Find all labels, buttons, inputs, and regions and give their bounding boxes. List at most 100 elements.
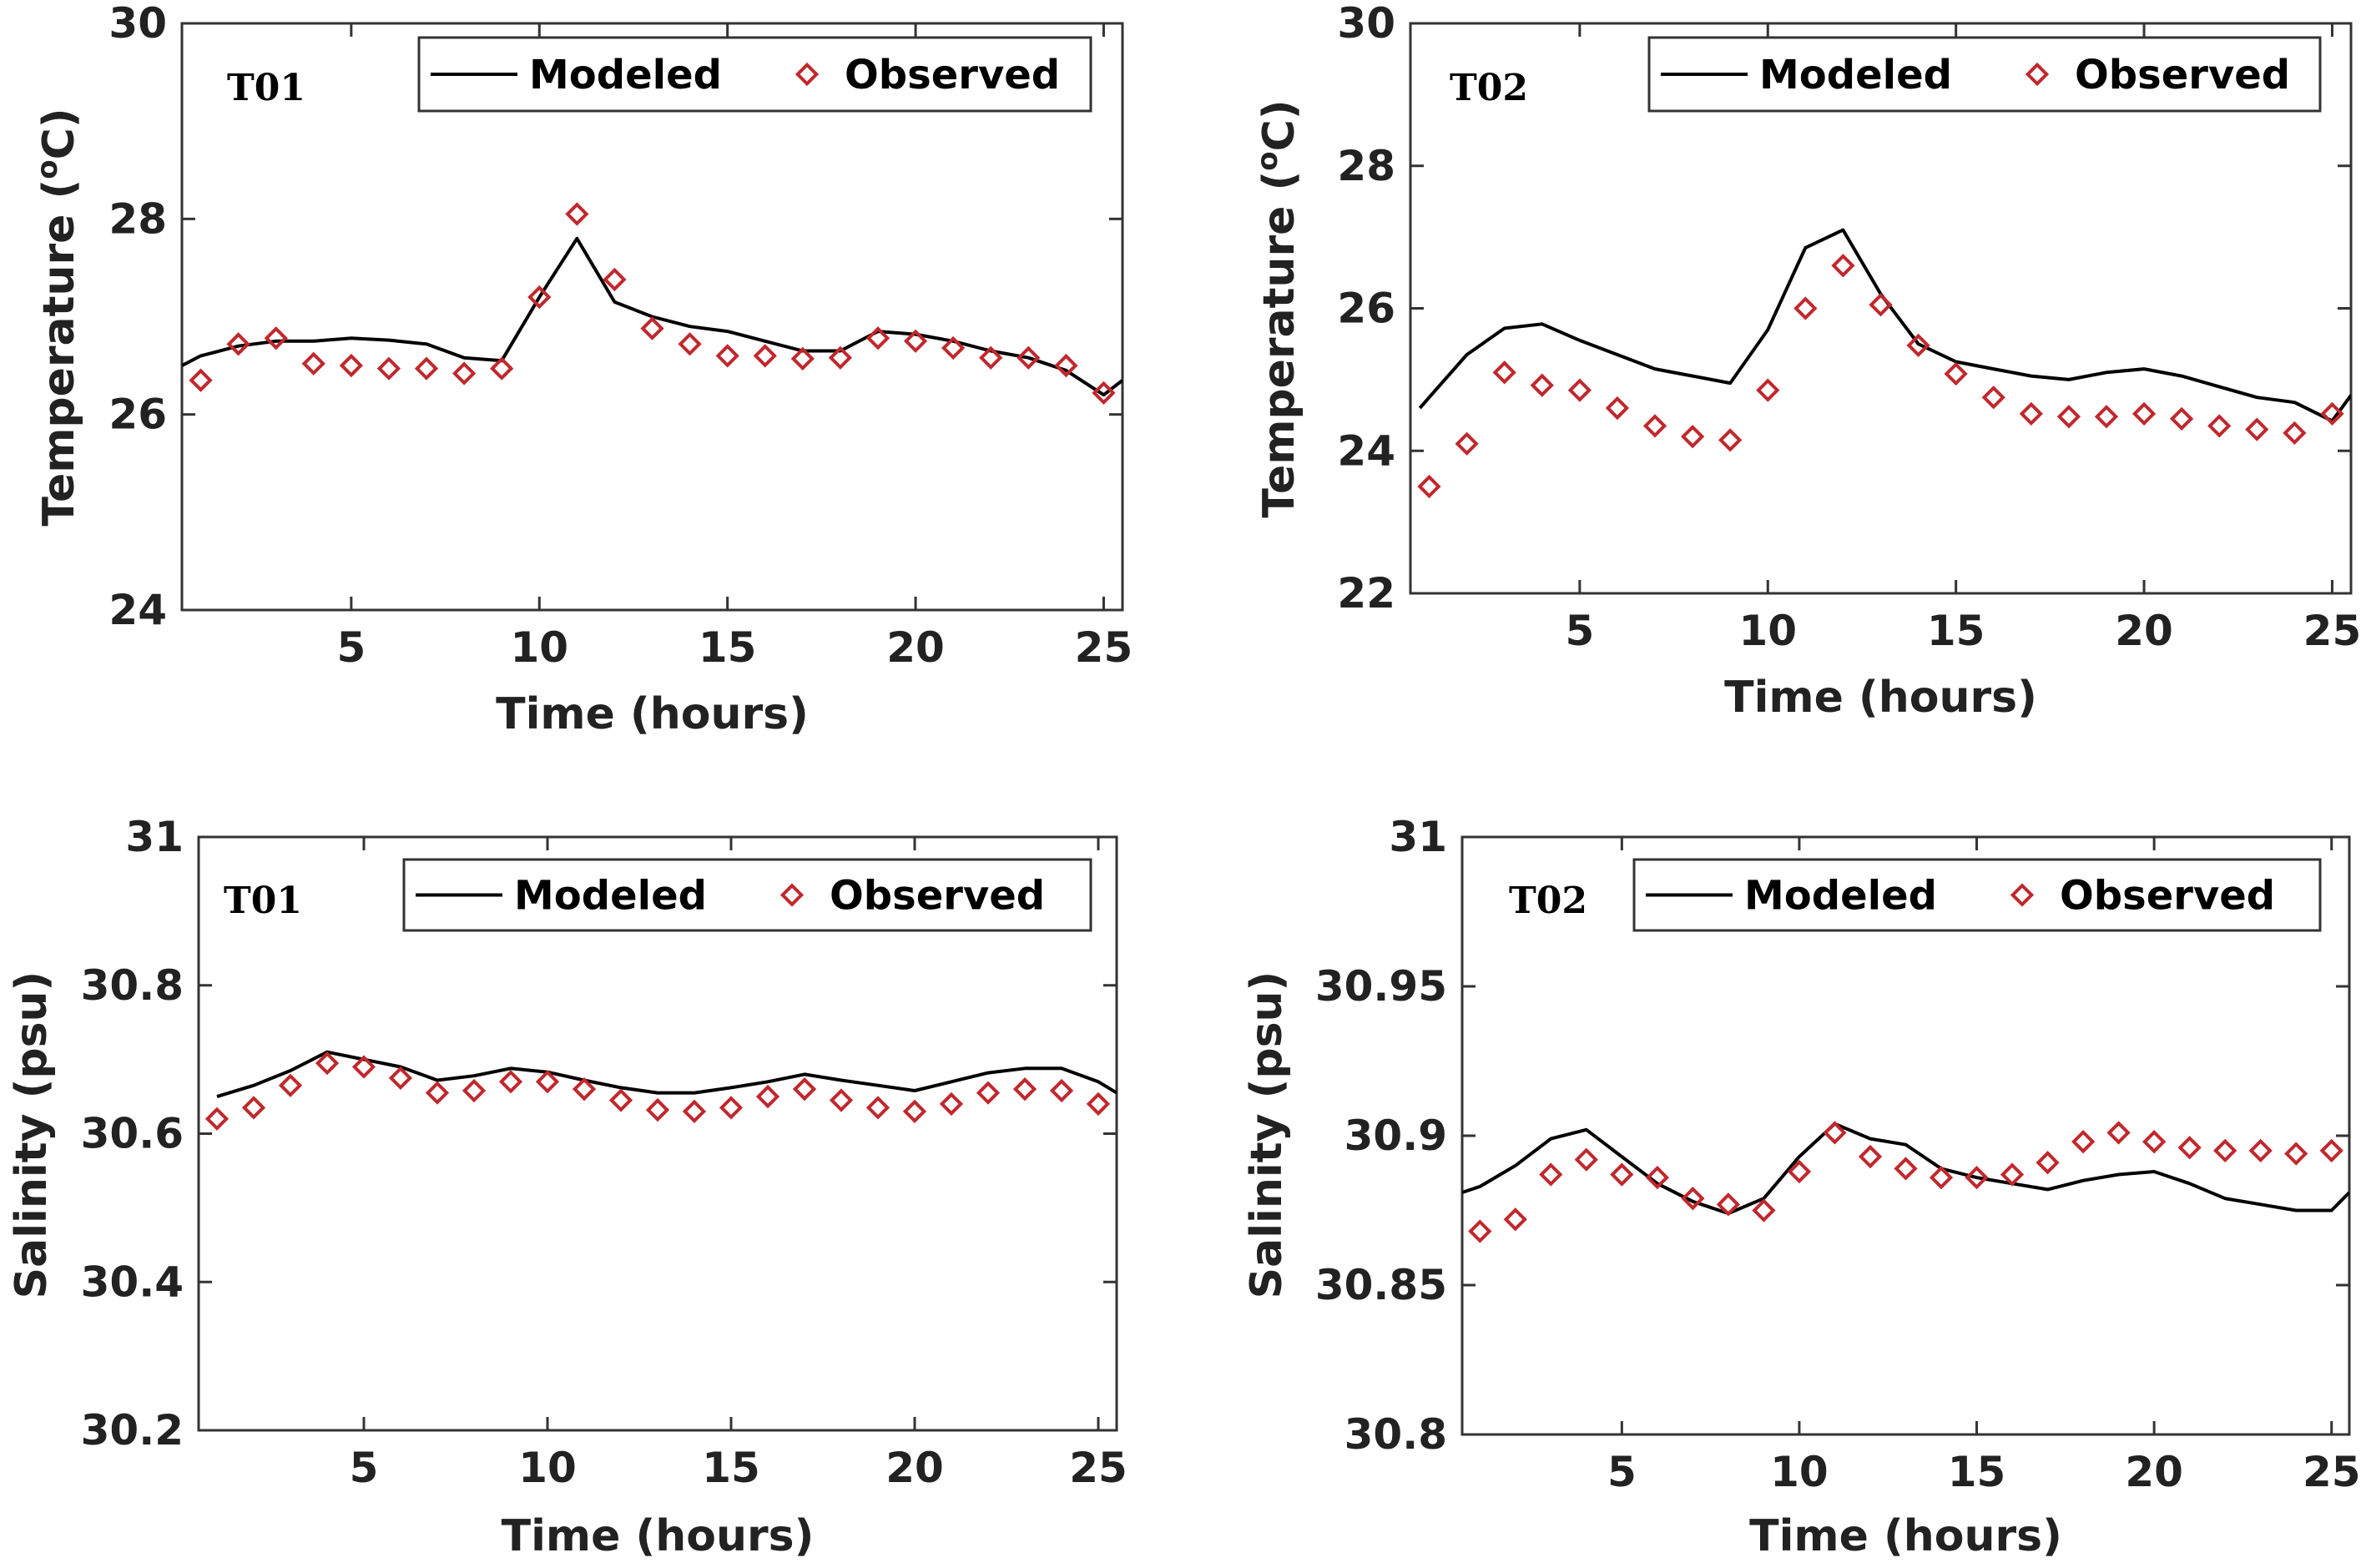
observed-point [278,1073,303,1097]
observed-point [535,1070,560,1094]
observed-point [865,326,890,350]
observed-point [1894,1157,1918,1181]
observed-point [1567,378,1592,402]
y-axis-label: Temperature (oC) [1251,99,1304,517]
y-tick-label: 24 [1337,426,1395,475]
x-tick-label: 5 [350,1444,379,1492]
y-tick-label: 31 [1389,813,1447,861]
legend-observed-swatch [2025,62,2050,87]
legend: Modeled Observed [1647,36,2322,113]
legend-observed-swatch [779,883,805,907]
observed-point [1831,254,1855,278]
x-tick-label: 15 [1948,1448,2006,1496]
modeled-series-line [216,1050,1117,1099]
observed-point [941,335,966,360]
legend: Modeled Observed [417,36,1092,113]
legend-box [1632,858,2322,932]
y-axis-label: Temperature (oC) [31,108,84,526]
observed-point [226,332,250,356]
y-tick-label: 22 [1337,569,1395,618]
legend-modeled-label: Modeled [1744,873,1937,920]
y-tick-label: 30.95 [1315,962,1447,1011]
observed-point [241,1096,266,1120]
observed-point [1944,361,1968,386]
observed-point [1012,1077,1037,1102]
observed-point [1086,1092,1111,1117]
panel-tag: T01 [224,880,302,922]
observed-point [829,1088,854,1112]
legend-observed-label: Observed [845,52,1060,98]
observed-point [565,202,589,226]
observed-point [1858,1144,1883,1169]
y-tick-label: 28 [108,194,167,243]
observed-point [414,356,439,381]
panel-tag: T01 [227,67,305,109]
legend-box [417,36,1092,113]
x-tick-label: 20 [2115,607,2173,655]
observed-point [792,1077,817,1102]
observed-point [1869,293,1893,317]
observed-point [388,1066,413,1090]
observed-point [2036,1151,2060,1175]
observed-point [2142,1130,2167,1154]
x-tick-label: 10 [518,1444,577,1492]
legend-box [1647,36,2322,113]
observed-point [1054,353,1078,378]
observed-point [1645,1165,1669,1190]
x-tick-label: 10 [1770,1448,1829,1496]
legend-box [402,858,1092,932]
observed-point [498,1070,523,1094]
chart-panel-3: 5 10 15 20 25 30.2 30.4 30.6 30.8 31 Time (hours) S… [7,813,1128,1561]
observed-point [1468,1219,1492,1243]
observed-point [2019,401,2043,426]
observed-point [603,267,627,292]
observed-point [1492,360,1516,385]
observed-point [979,345,1003,370]
observed-point [715,344,739,368]
x-tick-label: 25 [1069,1444,1128,1492]
y-tick-label: 30.9 [1344,1112,1447,1160]
observed-point [2177,1136,2202,1160]
observed-point [2283,421,2307,446]
observed-point [315,1051,340,1076]
legend-observed-label: Observed [2060,873,2275,920]
observed-point [2248,1138,2273,1163]
observed-point [2169,406,2194,431]
observed-point [1965,1166,1989,1190]
observed-point [2207,414,2232,438]
observed-point [462,1078,487,1103]
observed-point [2071,1130,2096,1154]
observed-point [301,351,325,376]
x-tick-label: 15 [702,1444,760,1492]
y-tick-label: 30.8 [1344,1410,1447,1459]
observed-point [2000,1162,2025,1187]
observed-point [1787,1159,1812,1184]
observed-point [645,1097,670,1122]
observed-point [572,1077,597,1102]
observed-point [753,344,777,368]
observed-point [1530,373,1554,397]
observed-point [339,353,364,378]
observed-point [376,356,401,381]
observed-point [902,1099,927,1123]
legend-modeled-label: Modeled [1759,52,1952,98]
y-tick-label: 30 [108,0,167,48]
observed-point [1049,1078,1074,1103]
x-tick-label: 5 [336,623,366,672]
observed-point [790,346,815,371]
observed-point [1574,1147,1598,1172]
observed-point [755,1084,780,1109]
plot-area [1409,22,2353,595]
observed-point [1793,296,1818,320]
x-tick-label: 20 [886,623,945,672]
observed-point [1681,1187,1705,1211]
observed-point [1823,1121,1847,1145]
panel-tag: T02 [1509,880,1587,922]
legend-observed-swatch [795,62,820,87]
observed-point [1752,1198,1776,1223]
y-tick-label: 30.8 [81,961,184,1010]
observed-point [2320,401,2344,426]
legend-modeled-label: Modeled [529,52,722,98]
observed-point [425,1081,450,1105]
